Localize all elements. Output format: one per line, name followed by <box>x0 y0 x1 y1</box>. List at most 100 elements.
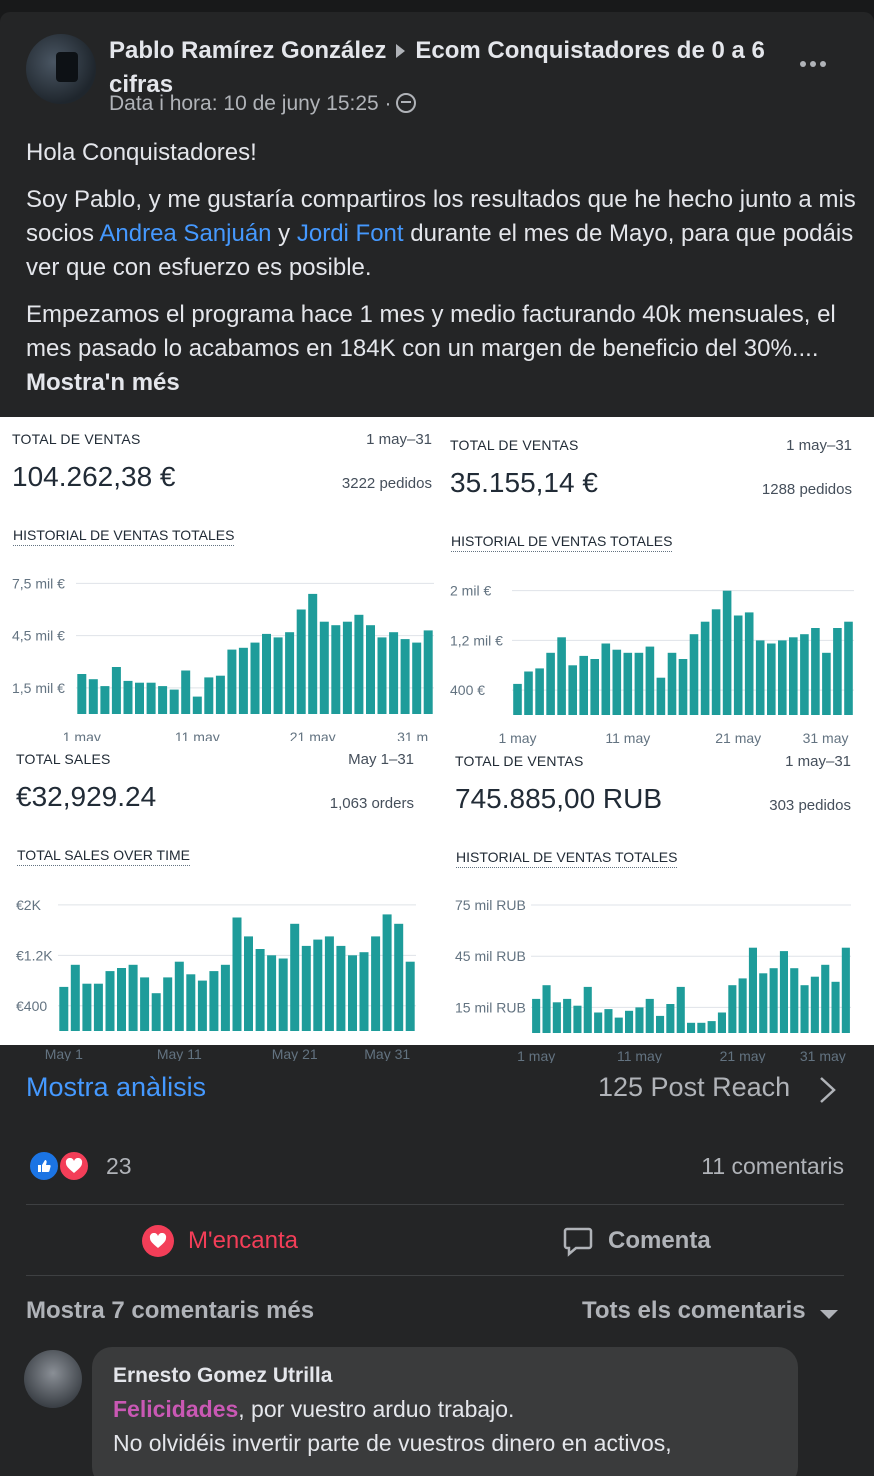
bar <box>645 646 655 715</box>
comment-bubble <box>92 1347 798 1476</box>
love-reaction-icon[interactable] <box>58 1150 90 1182</box>
x-tick-label: 31 may <box>800 1048 846 1063</box>
bar <box>557 637 566 715</box>
bar <box>800 634 809 715</box>
bar <box>382 914 392 1031</box>
like-reaction-icon[interactable] <box>28 1150 60 1182</box>
panel-total: 745.885,00 RUB <box>455 783 663 814</box>
bar <box>844 621 853 715</box>
bar <box>348 955 357 1031</box>
comment-filter-dropdown[interactable]: Tots els comentaris <box>582 1297 806 1324</box>
mention-andrea[interactable]: Andrea Sanjuán <box>99 220 272 247</box>
x-tick-label: 11 may <box>617 1048 662 1063</box>
bar <box>612 649 622 715</box>
x-tick-label: 21 may <box>290 729 336 741</box>
bar <box>546 652 555 715</box>
bar-chart: 75 mil RUB 45 mil RUB 15 mil RUB 1 may 11 ma… <box>455 897 851 1063</box>
bar <box>594 1012 603 1033</box>
x-tick-label: May 31 <box>364 1046 410 1061</box>
bar <box>748 947 757 1033</box>
bar <box>313 939 323 1031</box>
love-button[interactable]: M'encanta <box>142 1222 298 1260</box>
bar <box>676 986 685 1033</box>
chevron-right-icon[interactable] <box>816 1075 838 1105</box>
bar <box>301 945 311 1031</box>
bar <box>135 682 144 714</box>
see-more-link[interactable]: Mostra'n més <box>26 369 180 396</box>
x-tick-label: 31 may <box>803 730 849 746</box>
bar <box>88 679 98 714</box>
bar <box>678 659 688 715</box>
comment-count[interactable]: 11 comentaris <box>701 1153 844 1179</box>
show-insights-link[interactable]: Mostra anàlisis <box>26 1072 207 1102</box>
y-tick-label: 15 mil RUB <box>455 999 526 1015</box>
bar <box>656 677 666 715</box>
panel-title: TOTAL SALES <box>16 751 111 767</box>
bar <box>186 974 196 1031</box>
paragraph-2: Soy Pablo, y me gustaría compartiros los… <box>26 186 856 281</box>
post-reach[interactable]: 125 Post Reach <box>598 1072 791 1102</box>
comment-button[interactable]: Comenta <box>562 1222 711 1260</box>
bar <box>371 936 381 1031</box>
bar <box>707 1021 716 1033</box>
bar <box>255 949 265 1031</box>
post-timestamp: Data i hora: 10 de juny 15:25 · <box>109 92 416 116</box>
bar <box>738 978 747 1033</box>
bar <box>687 1022 696 1033</box>
sales-panel-4: TOTAL DE VENTAS 1 may–31 745.885,00 RUB … <box>455 753 851 1063</box>
commenter-name[interactable]: Ernesto Gomez Utrilla <box>113 1364 333 1387</box>
bar <box>601 643 611 715</box>
mention-jordi[interactable]: Jordi Font <box>296 220 404 247</box>
panel-orders: 1,063 orders <box>329 795 414 812</box>
bar <box>273 637 283 714</box>
caret-down-icon[interactable] <box>820 1310 838 1319</box>
bar <box>614 1017 623 1033</box>
post-image[interactable]: TOTAL DE VENTAS 1 may–31 104.262,38 € 32… <box>0 417 874 1063</box>
bar <box>342 621 352 714</box>
bar <box>389 632 399 714</box>
bar <box>573 1005 582 1033</box>
bar <box>831 981 840 1033</box>
bar <box>151 993 161 1031</box>
bar <box>789 637 798 715</box>
bar <box>811 628 820 715</box>
bar <box>308 593 318 714</box>
bar <box>290 923 300 1031</box>
panel-total: €32,929.24 <box>16 781 157 812</box>
y-tick-label: 45 mil RUB <box>455 948 526 964</box>
reaction-count[interactable]: 23 <box>106 1153 132 1179</box>
bar <box>524 671 533 715</box>
bar <box>70 964 80 1031</box>
bar-chart: 7,5 mil € 4,5 mil € 1,5 mil € 1 may 11 may 21… <box>12 575 434 741</box>
bar <box>552 1002 561 1033</box>
x-tick-label: 11 may <box>605 730 650 746</box>
comment-tag[interactable]: Felicidades <box>113 1396 239 1422</box>
timestamp-text[interactable]: Data i hora: 10 de juny 15:25 · <box>109 92 392 115</box>
author-avatar[interactable] <box>26 34 96 104</box>
sales-panel-1: TOTAL DE VENTAS 1 may–31 104.262,38 € 32… <box>12 431 434 741</box>
x-tick-label: 1 may <box>63 729 101 741</box>
divider <box>26 1275 844 1276</box>
bar <box>755 640 765 715</box>
bar <box>128 964 138 1031</box>
panel-orders: 1288 pedidos <box>761 481 852 498</box>
bar <box>604 1009 613 1033</box>
triangle-right-icon <box>396 43 406 58</box>
group-name[interactable]: Ecom Conquistadores de 0 a 6 cifras <box>109 37 765 98</box>
commenter-avatar[interactable] <box>24 1350 82 1408</box>
bar <box>336 945 346 1031</box>
bar <box>77 674 87 714</box>
bar <box>513 683 522 715</box>
bar <box>769 968 778 1033</box>
x-tick-label: 21 may <box>715 730 761 746</box>
bar <box>667 652 677 715</box>
bar <box>790 968 799 1033</box>
bar <box>158 686 168 714</box>
bar <box>822 652 831 715</box>
author-name[interactable]: Pablo Ramírez González <box>109 37 387 64</box>
show-more-comments-link[interactable]: Mostra 7 comentaris més <box>26 1297 315 1324</box>
group-privacy-icon <box>395 93 416 113</box>
bar <box>123 680 133 714</box>
more-options-icon[interactable] <box>796 52 830 76</box>
divider <box>26 1204 844 1205</box>
